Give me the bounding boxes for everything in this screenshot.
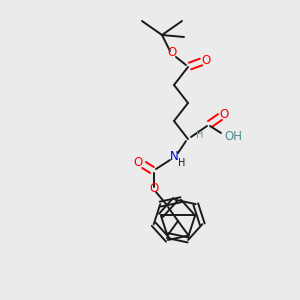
- Text: O: O: [201, 55, 211, 68]
- Text: O: O: [219, 109, 229, 122]
- Text: OH: OH: [224, 130, 242, 143]
- Text: N: N: [169, 151, 178, 164]
- Text: H: H: [196, 130, 204, 140]
- Text: H: H: [178, 158, 186, 168]
- Text: O: O: [134, 157, 142, 169]
- Text: O: O: [167, 46, 177, 59]
- Text: O: O: [149, 182, 159, 196]
